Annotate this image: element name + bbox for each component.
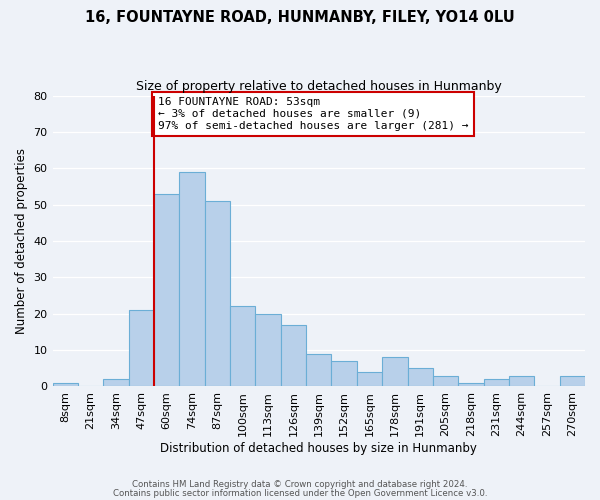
- Text: 16 FOUNTAYNE ROAD: 53sqm
← 3% of detached houses are smaller (9)
97% of semi-det: 16 FOUNTAYNE ROAD: 53sqm ← 3% of detache…: [158, 98, 468, 130]
- Bar: [179, 172, 205, 386]
- Text: Contains public sector information licensed under the Open Government Licence v3: Contains public sector information licen…: [113, 488, 487, 498]
- Bar: [154, 194, 179, 386]
- Bar: [281, 324, 306, 386]
- Bar: [357, 372, 382, 386]
- Bar: [407, 368, 433, 386]
- Text: Contains HM Land Registry data © Crown copyright and database right 2024.: Contains HM Land Registry data © Crown c…: [132, 480, 468, 489]
- Bar: [128, 310, 154, 386]
- Y-axis label: Number of detached properties: Number of detached properties: [15, 148, 28, 334]
- Bar: [230, 306, 256, 386]
- Title: Size of property relative to detached houses in Hunmanby: Size of property relative to detached ho…: [136, 80, 502, 93]
- Bar: [331, 361, 357, 386]
- Bar: [458, 383, 484, 386]
- Bar: [53, 383, 78, 386]
- Bar: [560, 376, 585, 386]
- Bar: [306, 354, 331, 386]
- Bar: [103, 379, 128, 386]
- Bar: [433, 376, 458, 386]
- Bar: [509, 376, 534, 386]
- Bar: [382, 358, 407, 386]
- Bar: [256, 314, 281, 386]
- X-axis label: Distribution of detached houses by size in Hunmanby: Distribution of detached houses by size …: [160, 442, 477, 455]
- Bar: [205, 201, 230, 386]
- Text: 16, FOUNTAYNE ROAD, HUNMANBY, FILEY, YO14 0LU: 16, FOUNTAYNE ROAD, HUNMANBY, FILEY, YO1…: [85, 10, 515, 25]
- Bar: [484, 379, 509, 386]
